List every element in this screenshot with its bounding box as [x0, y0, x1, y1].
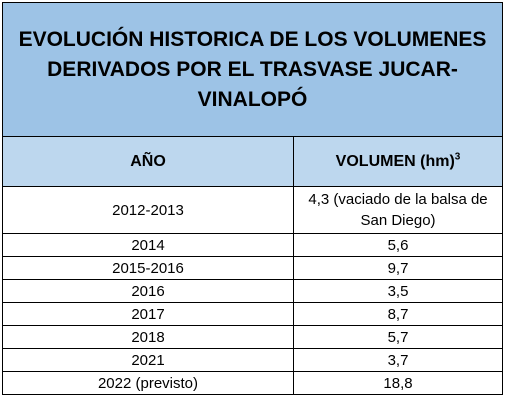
volume-cell: 9,7: [292, 256, 504, 280]
column-header-volume-label: VOLUMEN (hm): [335, 152, 455, 170]
table-row: 2021 3,7: [2, 348, 504, 372]
year-cell: 2018: [2, 325, 294, 349]
column-header-volume-superscript: 3: [454, 151, 461, 163]
volume-cell: 3,5: [292, 279, 504, 303]
volume-cell: 5,6: [292, 233, 504, 257]
table-row: 2014 5,6: [2, 233, 504, 257]
year-cell: 2017: [2, 302, 294, 326]
table-row: 2016 3,5: [2, 279, 504, 303]
volume-cell: 4,3 (vaciado de la balsa de San Diego): [292, 186, 504, 234]
title-row: EVOLUCIÓN HISTORICA DE LOS VOLUMENES DER…: [1, 2, 504, 137]
table-row: 2018 5,7: [2, 325, 504, 349]
table-container: EVOLUCIÓN HISTORICA DE LOS VOLUMENES DER…: [1, 2, 504, 395]
volumes-table: EVOLUCIÓN HISTORICA DE LOS VOLUMENES DER…: [1, 2, 504, 395]
year-cell: 2016: [2, 279, 294, 303]
year-cell: 2012-2013: [2, 186, 294, 234]
column-header-volume: VOLUMEN (hm)3: [292, 136, 504, 187]
year-cell: 2021: [2, 348, 294, 372]
table-row: 2015-2016 9,7: [2, 256, 504, 280]
table-row: 2012-2013 4,3 (vaciado de la balsa de Sa…: [2, 186, 504, 234]
year-cell: 2014: [2, 233, 294, 257]
volume-cell: 18,8: [292, 371, 504, 395]
column-header-year: AÑO: [2, 136, 294, 187]
table-title: EVOLUCIÓN HISTORICA DE LOS VOLUMENES DER…: [1, 2, 504, 137]
volume-cell: 3,7: [292, 348, 504, 372]
volume-cell: 5,7: [292, 325, 504, 349]
header-row: AÑO VOLUMEN (hm)3: [2, 136, 504, 187]
volume-cell: 8,7: [292, 302, 504, 326]
year-cell: 2015-2016: [2, 256, 294, 280]
table-row: 2022 (previsto) 18,8: [2, 371, 504, 395]
year-cell: 2022 (previsto): [2, 371, 294, 395]
table-row: 2017 8,7: [2, 302, 504, 326]
